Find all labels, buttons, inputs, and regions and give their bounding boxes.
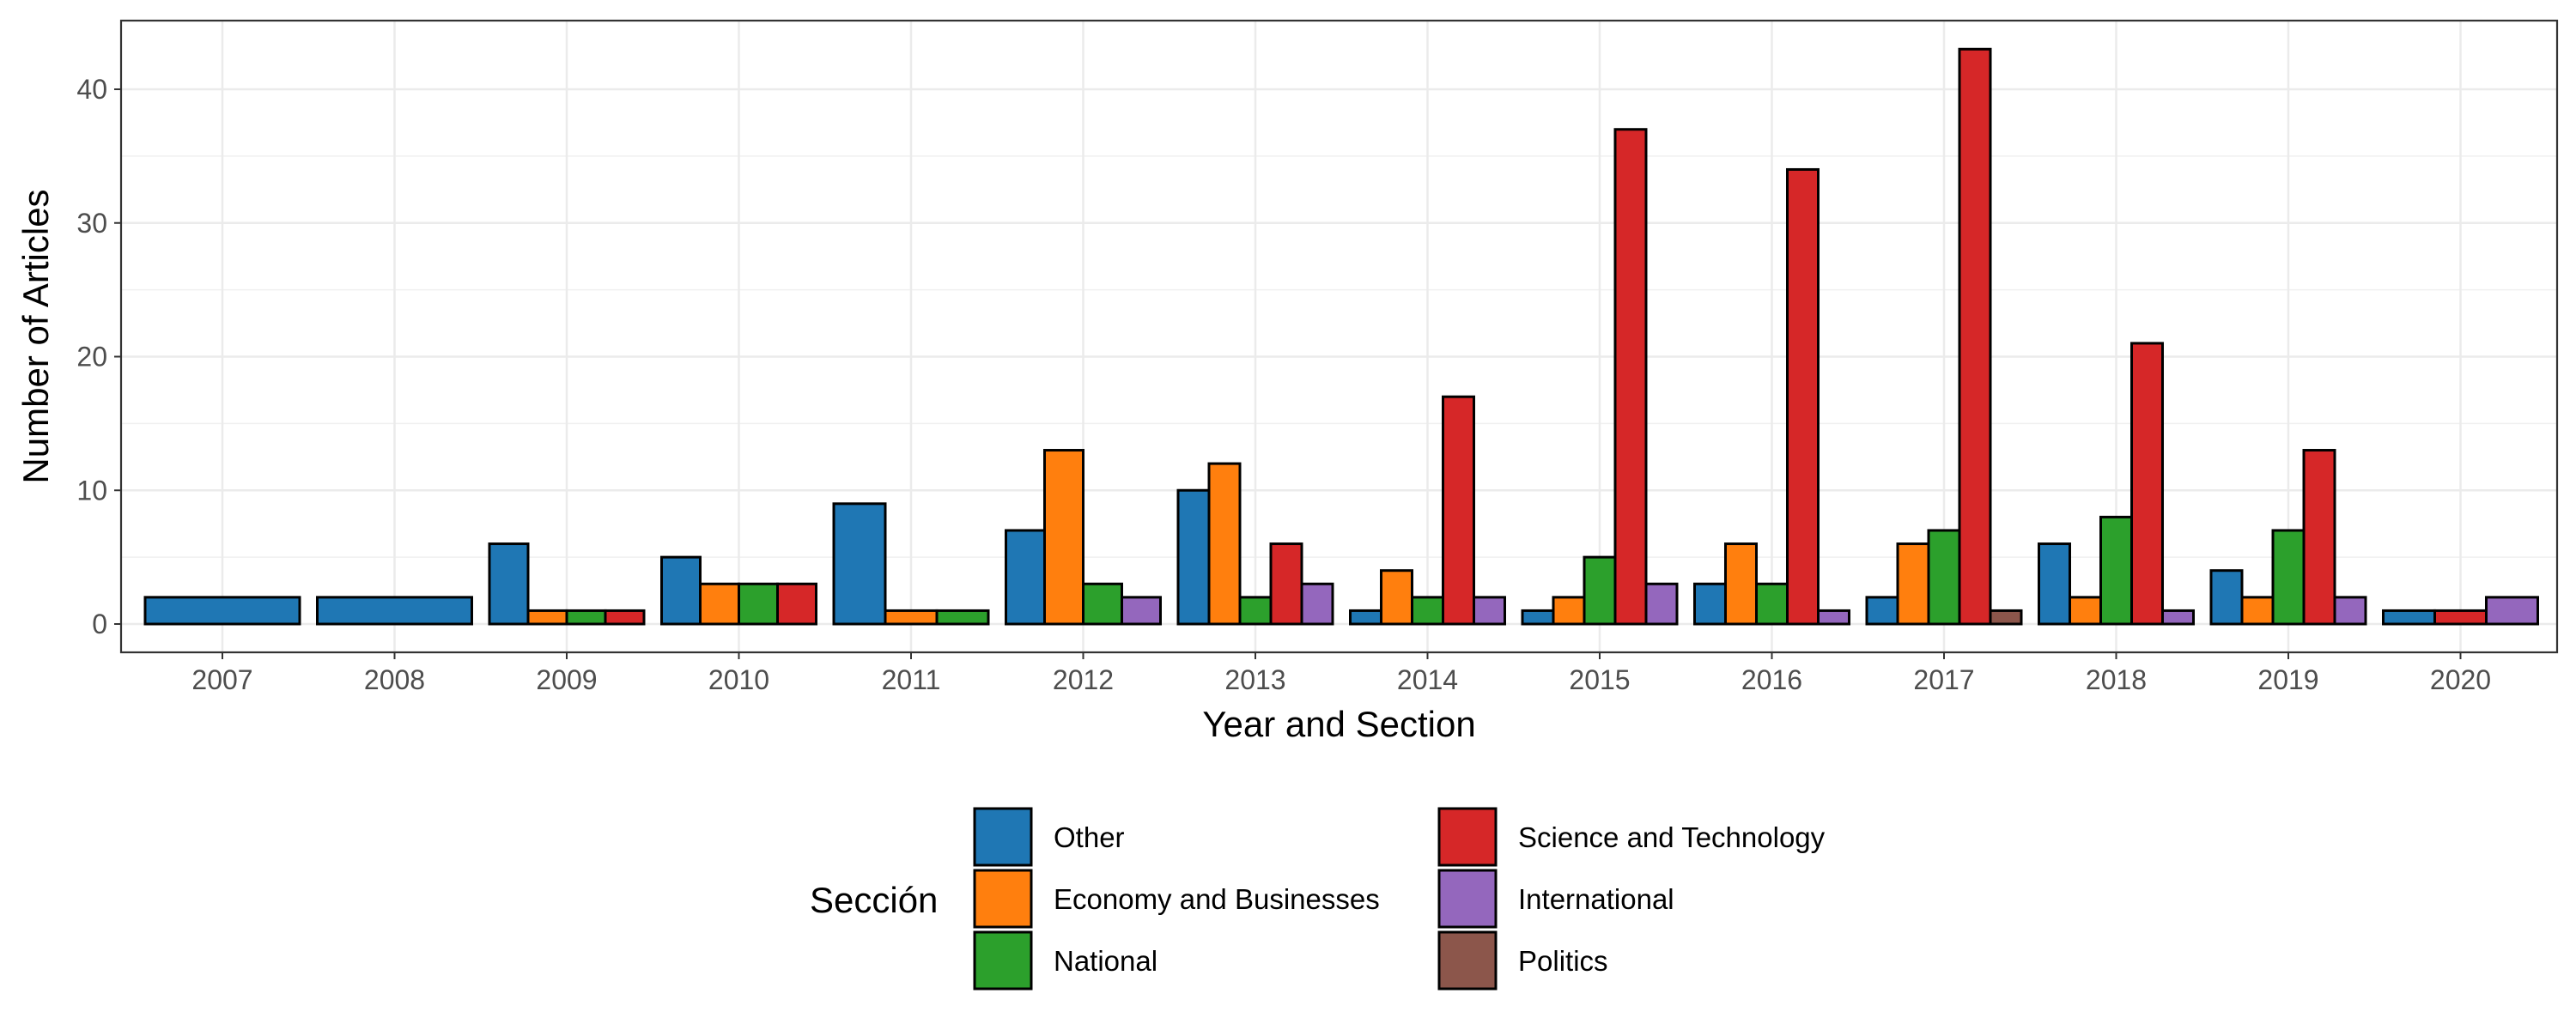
gridlines (121, 21, 2557, 652)
legend-label: Other (1054, 821, 1125, 853)
bar-2016-national (1755, 582, 1789, 626)
y-tick-label: 0 (92, 609, 107, 639)
bar-2014-other (1349, 609, 1382, 626)
y-tick-label: 10 (76, 475, 107, 506)
x-tick-label: 2008 (364, 664, 425, 695)
bar-2007-other (143, 596, 301, 626)
x-tick-label: 2009 (536, 664, 597, 695)
bar-2016-economy-and-businesses (1724, 542, 1758, 626)
legend-swatch-economy-and-businesses (973, 869, 1033, 929)
bar-2020-other (2382, 609, 2436, 626)
bar-2016-science-and-technology (1786, 167, 1820, 626)
x-tick-label: 2011 (882, 664, 941, 695)
bar-2017-science-and-technology (1958, 47, 1992, 626)
bar-2014-national (1411, 596, 1444, 626)
legend-label: Science and Technology (1518, 821, 1826, 853)
legend-title: Sección (810, 880, 938, 920)
bar-2017-politics (1989, 609, 2023, 626)
bar-2019-economy-and-businesses (2240, 596, 2275, 626)
y-tick-label: 30 (76, 208, 107, 239)
bar-2015-economy-and-businesses (1552, 596, 1586, 626)
bar-2009-national (565, 609, 607, 626)
bar-2016-international (1817, 609, 1850, 626)
x-tick-label: 2007 (191, 664, 252, 695)
legend-label: National (1054, 945, 1157, 977)
legend-swatch-international (1437, 869, 1498, 929)
bar-2016-other (1693, 582, 1727, 626)
x-tick-label: 2020 (2430, 664, 2491, 695)
bar-2010-national (738, 582, 779, 626)
legend-label: International (1518, 883, 1674, 915)
bar-2010-other (660, 555, 702, 626)
x-tick-label: 2012 (1053, 664, 1114, 695)
bar-2013-science-and-technology (1269, 542, 1303, 626)
bar-2011-economy-and-businesses (884, 609, 939, 626)
bar-2014-economy-and-businesses (1380, 569, 1413, 626)
bar-2013-other (1176, 488, 1211, 626)
legend-swatch-national (973, 930, 1033, 991)
bar-2009-other (488, 542, 530, 626)
bar-2014-science-and-technology (1442, 395, 1475, 626)
bar-2020-international (2485, 596, 2539, 626)
bar-2019-national (2271, 529, 2306, 626)
bar-2015-science-and-technology (1613, 128, 1648, 626)
bar-2017-national (1927, 529, 1961, 626)
bar-2018-science-and-technology (2130, 342, 2164, 626)
bar-2019-international (2333, 596, 2367, 626)
bars (143, 47, 2539, 626)
bar-2017-economy-and-businesses (1896, 542, 1930, 626)
bar-2019-science-and-technology (2302, 449, 2336, 626)
x-tick-label: 2018 (2086, 664, 2147, 695)
bar-2013-international (1300, 582, 1334, 626)
bar-2009-economy-and-businesses (526, 609, 568, 626)
bar-2015-international (1644, 582, 1679, 626)
bar-2018-other (2038, 542, 2071, 626)
legend-swatch-science-and-technology (1437, 807, 1498, 867)
bar-2015-other (1521, 609, 1555, 626)
x-axis-title: Year and Section (1202, 704, 1475, 744)
bar-2012-economy-and-businesses (1043, 449, 1084, 626)
bar-2013-national (1238, 596, 1273, 626)
x-tick-label: 2010 (708, 664, 769, 695)
bar-2013-economy-and-businesses (1207, 462, 1242, 626)
bar-2011-other (832, 502, 887, 626)
x-tick-label: 2013 (1224, 664, 1285, 695)
y-tick-label: 40 (76, 74, 107, 105)
bar-2020-science-and-technology (2433, 609, 2488, 626)
plot-panel-border (119, 19, 2559, 654)
y-tick-label: 20 (76, 342, 107, 373)
bar-2018-economy-and-businesses (2069, 596, 2102, 626)
bar-2012-other (1005, 529, 1046, 626)
legend-label: Economy and Businesses (1054, 883, 1380, 915)
x-axis: 2007 2008 2009 2010 2011 2012 2013 2014 2015 2016… (191, 652, 2491, 695)
legend-swatch-politics (1437, 930, 1498, 991)
x-tick-label: 2014 (1397, 664, 1458, 695)
legend-swatch-other (973, 807, 1033, 867)
bar-2008-other (316, 596, 473, 626)
bar-2012-international (1121, 596, 1162, 626)
bar-2018-national (2099, 515, 2133, 626)
bar-2018-international (2161, 609, 2195, 626)
y-axis-title: Number of Articles (15, 189, 56, 483)
legend: Sección Other Economy and Businesses Natio… (810, 807, 1826, 991)
bar-2014-international (1473, 596, 1506, 626)
bar-2012-national (1082, 582, 1123, 626)
bar-2019-other (2209, 569, 2244, 626)
x-tick-label: 2015 (1569, 664, 1630, 695)
bar-2010-economy-and-businesses (699, 582, 740, 626)
y-axis: 0 10 20 30 40 (76, 74, 121, 639)
x-tick-label: 2019 (2257, 664, 2318, 695)
bar-2009-science-and-technology (604, 609, 646, 626)
bar-2017-other (1865, 596, 1899, 626)
x-tick-label: 2016 (1741, 664, 1802, 695)
legend-label: Politics (1518, 945, 1608, 977)
bar-2010-science-and-technology (776, 582, 817, 626)
bar-2015-national (1583, 555, 1617, 626)
bar-2011-national (935, 609, 990, 626)
x-tick-label: 2017 (1913, 664, 1974, 695)
